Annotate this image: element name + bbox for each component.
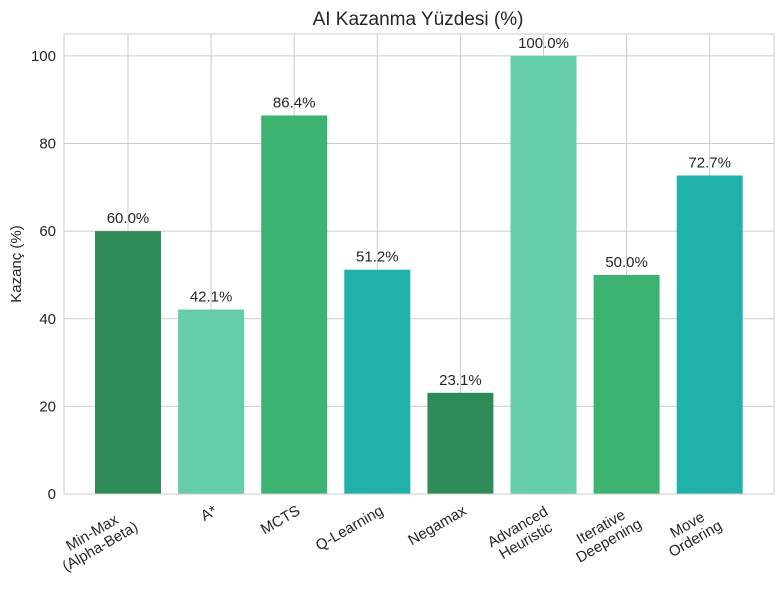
y-tick-label: 60 <box>39 223 56 240</box>
bar <box>593 274 660 494</box>
bar-value-label: 72.7% <box>688 155 731 172</box>
x-tick-label-line: A* <box>198 502 220 525</box>
bar <box>178 309 245 494</box>
bar-value-label: 23.1% <box>439 372 482 389</box>
bar-value-label: 86.4% <box>273 94 316 111</box>
bar <box>344 269 411 494</box>
x-tick-label-line: Q-Learning <box>313 502 386 554</box>
y-tick-label: 80 <box>39 136 56 153</box>
bar <box>95 231 161 494</box>
x-tick-label: Min-Max(Alpha-Beta) <box>60 511 141 575</box>
y-tick-label: 100 <box>31 48 56 65</box>
value-label-layer: 60.0% 42.1% 86.4% 51.2% 23.1% 100.0% 50.0% 72.7… <box>107 35 731 389</box>
bar-value-label: 51.2% <box>356 249 399 266</box>
x-tick-label: Negamax <box>405 502 470 549</box>
chart-title: AI Kazanma Yüzdesi (%) <box>313 9 524 30</box>
x-tick-label: A* <box>198 502 220 525</box>
y-tick-label: 40 <box>39 311 56 328</box>
bar-value-label: 60.0% <box>107 210 150 227</box>
grid-layer <box>64 34 774 495</box>
bar-value-label: 42.1% <box>190 289 233 306</box>
x-tick-label-line: Negamax <box>405 502 470 549</box>
y-tick-label: 20 <box>39 398 56 415</box>
x-tick-label: Q-Learning <box>313 502 386 554</box>
x-tick-label-line: MCTS <box>258 502 303 538</box>
bar-value-label: 100.0% <box>518 35 569 52</box>
y-tick-label: 0 <box>48 486 56 503</box>
bar <box>510 55 577 495</box>
bar <box>261 115 328 494</box>
plot-frame <box>63 33 775 495</box>
y-axis-title: Kazanç (%) <box>8 225 25 303</box>
bar <box>676 175 743 494</box>
bar <box>427 392 494 494</box>
bar-layer <box>95 55 743 495</box>
bar-value-label: 50.0% <box>605 254 648 271</box>
x-tick-label: MCTS <box>258 502 303 538</box>
